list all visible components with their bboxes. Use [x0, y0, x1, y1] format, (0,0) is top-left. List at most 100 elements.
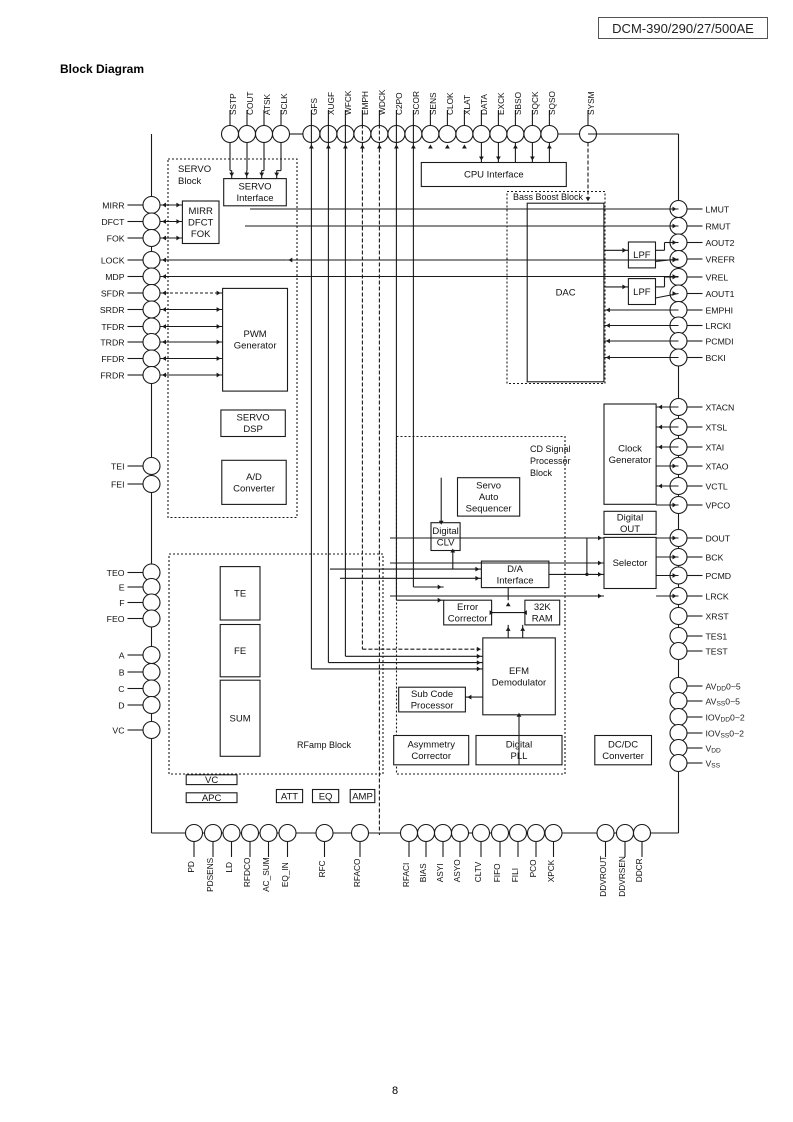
svg-text:PCMDI: PCMDI: [706, 336, 734, 346]
svg-text:AOUT2: AOUT2: [706, 238, 735, 248]
svg-text:MIRR: MIRR: [189, 206, 213, 217]
svg-text:VCTL: VCTL: [706, 481, 728, 491]
svg-text:Demodulator: Demodulator: [492, 677, 546, 688]
svg-text:Sub Code: Sub Code: [411, 689, 453, 700]
svg-text:LOCK: LOCK: [101, 255, 125, 265]
svg-text:D: D: [118, 700, 124, 710]
svg-text:Generator: Generator: [234, 341, 277, 352]
svg-text:Block: Block: [530, 468, 553, 478]
svg-text:EMPHI: EMPHI: [706, 305, 734, 315]
svg-text:FOK: FOK: [107, 233, 125, 243]
svg-text:Processor: Processor: [530, 456, 571, 466]
svg-text:TES1: TES1: [706, 631, 728, 641]
svg-text:TEST: TEST: [706, 646, 729, 656]
svg-text:VC: VC: [112, 725, 124, 735]
svg-text:EQ: EQ: [319, 791, 333, 802]
svg-text:SERVO: SERVO: [178, 164, 211, 175]
svg-text:A/D: A/D: [246, 472, 262, 483]
svg-text:AVDD0~5: AVDD0~5: [706, 681, 741, 692]
svg-text:B: B: [119, 667, 125, 677]
svg-text:TFDR: TFDR: [101, 322, 124, 332]
svg-text:Generator: Generator: [609, 455, 652, 466]
svg-text:E: E: [119, 582, 125, 592]
svg-text:Corrector: Corrector: [411, 751, 451, 762]
svg-text:XTAO: XTAO: [706, 461, 729, 471]
svg-text:Converter: Converter: [233, 483, 275, 494]
svg-text:PWM: PWM: [243, 329, 266, 340]
svg-text:RAM: RAM: [532, 614, 553, 625]
svg-text:EFM: EFM: [509, 666, 529, 677]
svg-text:DFCT: DFCT: [188, 218, 214, 229]
svg-text:SERVO: SERVO: [237, 413, 270, 424]
svg-text:SERVO: SERVO: [238, 182, 271, 193]
svg-text:IOVDD0~2: IOVDD0~2: [706, 712, 745, 723]
svg-text:SUM: SUM: [230, 714, 251, 725]
svg-text:XTAI: XTAI: [706, 442, 725, 452]
svg-text:Clock: Clock: [618, 444, 642, 455]
svg-text:Interface: Interface: [237, 193, 274, 204]
svg-text:FEO: FEO: [107, 614, 125, 624]
svg-text:LRCK: LRCK: [706, 591, 729, 601]
svg-text:FFDR: FFDR: [101, 354, 124, 364]
svg-text:BCK: BCK: [706, 552, 724, 562]
svg-text:TEI: TEI: [111, 461, 125, 471]
svg-text:DSP: DSP: [243, 424, 263, 435]
svg-text:VSS: VSS: [706, 758, 721, 769]
svg-text:A: A: [119, 650, 125, 660]
svg-text:DOUT: DOUT: [706, 533, 731, 543]
svg-text:TE: TE: [234, 589, 246, 600]
svg-text:Sequencer: Sequencer: [466, 504, 512, 515]
svg-text:RMUT: RMUT: [706, 221, 732, 231]
svg-text:DAC: DAC: [556, 288, 576, 299]
svg-text:Interface: Interface: [497, 575, 534, 586]
svg-text:VC: VC: [205, 775, 218, 786]
svg-text:C: C: [118, 684, 124, 694]
svg-text:Asymmetry: Asymmetry: [407, 740, 455, 751]
svg-text:VPCO: VPCO: [706, 500, 731, 510]
svg-text:FEI: FEI: [111, 479, 125, 489]
svg-text:OUT: OUT: [620, 524, 640, 535]
svg-text:Auto: Auto: [479, 492, 499, 503]
svg-text:CD Signal: CD Signal: [530, 444, 571, 454]
svg-text:XRST: XRST: [706, 611, 730, 621]
svg-text:XTSL: XTSL: [706, 422, 728, 432]
svg-text:VDD: VDD: [706, 743, 722, 754]
svg-text:FOK: FOK: [191, 229, 211, 240]
svg-text:AOUT1: AOUT1: [706, 289, 735, 299]
svg-text:RFamp Block: RFamp Block: [297, 740, 352, 750]
svg-text:FE: FE: [234, 646, 246, 657]
svg-text:MIRR: MIRR: [102, 200, 124, 210]
svg-text:VREFR: VREFR: [706, 254, 735, 264]
svg-text:DFCT: DFCT: [101, 217, 125, 227]
svg-text:CPU Interface: CPU Interface: [464, 170, 524, 181]
svg-text:D/A: D/A: [507, 564, 524, 575]
svg-text:AVSS0~5: AVSS0~5: [706, 696, 741, 707]
svg-text:DC/DC: DC/DC: [608, 740, 638, 751]
svg-text:ATT: ATT: [281, 791, 298, 802]
svg-text:TEO: TEO: [107, 568, 125, 578]
svg-text:Servo: Servo: [476, 481, 501, 492]
svg-text:F: F: [119, 598, 124, 608]
svg-text:LPF: LPF: [633, 287, 651, 298]
svg-text:VREL: VREL: [706, 272, 729, 282]
svg-text:IOVSS0~2: IOVSS0~2: [706, 728, 745, 739]
svg-text:Corrector: Corrector: [448, 614, 488, 625]
svg-text:LRCKI: LRCKI: [706, 321, 732, 331]
svg-text:TRDR: TRDR: [100, 337, 124, 347]
svg-text:XTACN: XTACN: [706, 402, 735, 412]
svg-text:FRDR: FRDR: [100, 370, 124, 380]
svg-text:SFDR: SFDR: [101, 288, 125, 298]
svg-text:CLV: CLV: [437, 538, 455, 549]
svg-text:Selector: Selector: [613, 558, 648, 569]
svg-text:Digital: Digital: [617, 512, 643, 523]
svg-text:MDP: MDP: [105, 272, 125, 282]
svg-text:PCMD: PCMD: [706, 571, 732, 581]
svg-text:Error: Error: [457, 602, 478, 613]
svg-text:AMP: AMP: [352, 791, 373, 802]
svg-text:LMUT: LMUT: [706, 204, 730, 214]
svg-text:SRDR: SRDR: [100, 305, 125, 315]
svg-text:Bass Boost Block: Bass Boost Block: [513, 192, 584, 202]
svg-text:32K: 32K: [534, 602, 552, 613]
svg-text:BCKI: BCKI: [706, 353, 726, 363]
svg-text:APC: APC: [202, 793, 222, 804]
